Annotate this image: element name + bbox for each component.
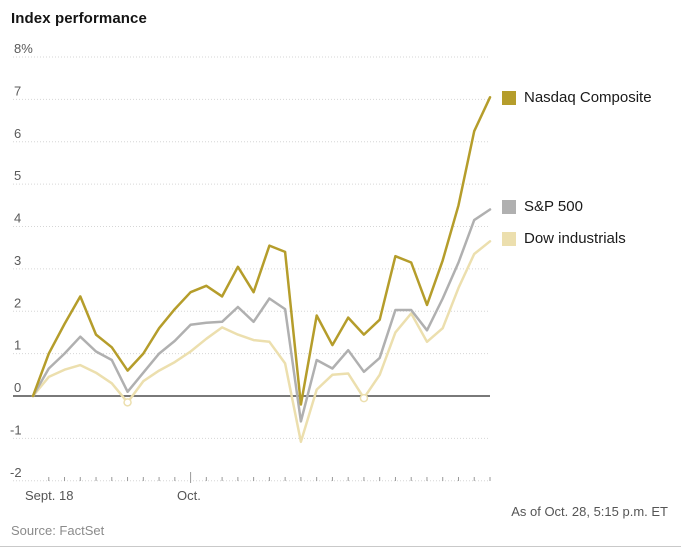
x-axis-label-start: Sept. 18 bbox=[25, 488, 74, 503]
legend-item-sp500: S&P 500 bbox=[502, 198, 583, 215]
y-tick-label: 0 bbox=[14, 380, 21, 395]
legend-label-dow: Dow industrials bbox=[524, 230, 626, 247]
y-tick-label: 2 bbox=[14, 295, 21, 310]
dow-swatch-icon bbox=[502, 231, 516, 246]
sp500-swatch-icon bbox=[502, 199, 516, 214]
y-tick-label: 1 bbox=[14, 338, 21, 353]
legend-label-sp500: S&P 500 bbox=[524, 198, 583, 215]
y-tick-label: 7 bbox=[14, 83, 21, 98]
y-tick-label: -1 bbox=[10, 422, 22, 437]
dip-marker-dow-industrials bbox=[359, 393, 369, 403]
legend-label-nasdaq: Nasdaq Composite bbox=[524, 89, 652, 106]
y-tick-label: 5 bbox=[14, 168, 21, 183]
legend-item-nasdaq: Nasdaq Composite bbox=[502, 89, 652, 106]
series-line-dow-industrials bbox=[31, 240, 492, 444]
series-line-nasdaq-composite bbox=[31, 96, 492, 406]
dip-marker-dow-industrials bbox=[123, 398, 132, 407]
x-axis-label-oct: Oct. bbox=[177, 488, 201, 503]
legend-item-dow: Dow industrials bbox=[502, 230, 626, 247]
source-note: Source: FactSet bbox=[11, 523, 105, 538]
page-bottom-border bbox=[0, 546, 681, 547]
y-tick-label: -2 bbox=[10, 465, 22, 480]
nasdaq-swatch-icon bbox=[502, 90, 516, 105]
y-tick-label: 3 bbox=[14, 253, 21, 268]
series-line-sp-500 bbox=[31, 208, 492, 423]
chart-title: Index performance bbox=[11, 10, 147, 27]
y-tick-label: 4 bbox=[14, 211, 21, 226]
y-tick-label: 8% bbox=[14, 41, 33, 56]
as-of-note: As of Oct. 28, 5:15 p.m. ET bbox=[511, 504, 668, 519]
y-tick-label: 6 bbox=[14, 126, 21, 141]
